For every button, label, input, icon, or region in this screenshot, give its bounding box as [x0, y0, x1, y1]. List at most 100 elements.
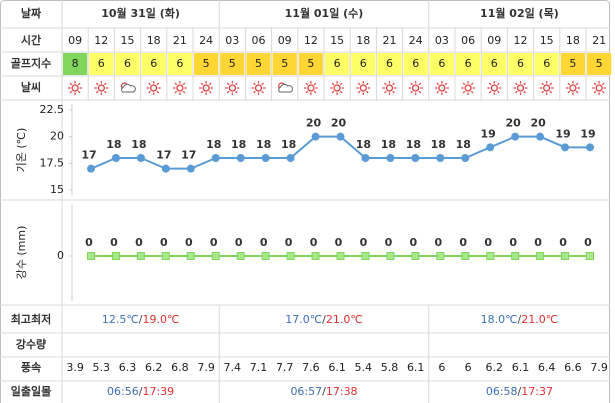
data-point [561, 143, 570, 152]
data-label: 19 [555, 127, 570, 140]
icon-sun [412, 84, 420, 92]
golf-index-cell [141, 53, 166, 75]
time-cell: 18 [356, 34, 370, 47]
icon-ray [601, 82, 605, 86]
icon-ray [470, 82, 474, 86]
wind-cell: 6.2 [486, 361, 504, 374]
icon-cloud [121, 83, 136, 93]
icon-ray [444, 82, 448, 86]
data-point [136, 154, 145, 162]
icon-ray [253, 82, 256, 86]
date-header: 10월 31일 (화) [101, 6, 180, 20]
golf-index-cell [403, 53, 428, 75]
data-label: 0 [210, 236, 218, 249]
data-label: 18 [281, 138, 296, 151]
time-cell: 24 [199, 34, 213, 47]
icon-ray [174, 82, 178, 86]
icon-ray [366, 90, 369, 94]
data-point [211, 252, 220, 260]
data-label: 0 [135, 236, 143, 249]
high_low-part: 17.0℃ [285, 313, 322, 326]
data-point [136, 252, 145, 260]
golf-index-value: 8 [72, 57, 79, 70]
weather-icon [487, 81, 502, 95]
data-point [111, 252, 120, 260]
weather-icon [199, 81, 214, 95]
data-label: 20 [331, 117, 347, 130]
data-point [161, 252, 170, 260]
golf-index-value: 6 [517, 57, 524, 70]
icon-ray [69, 82, 73, 86]
icon-ray [462, 82, 466, 86]
wind-cell: 7.4 [224, 361, 242, 374]
row-label: 풍속 [21, 361, 41, 374]
time-cell: 09 [68, 34, 82, 47]
data-point [386, 154, 395, 162]
golf-index-value: 5 [307, 57, 314, 70]
wind-cell: 6.2 [145, 361, 163, 374]
data-label: 19 [580, 127, 595, 140]
golf-index-cell [534, 53, 559, 75]
row-label: 날씨 [21, 80, 41, 94]
icon-ray [444, 90, 448, 94]
icon-sun [150, 84, 158, 92]
data-point [411, 252, 420, 260]
icon-ray [69, 90, 73, 94]
time-cell: 03 [225, 34, 239, 47]
weather-icon [513, 81, 528, 95]
icon-sun [333, 84, 341, 92]
golf-index-value: 6 [98, 57, 105, 70]
golf-index-cell [220, 53, 245, 75]
data-point [236, 154, 245, 162]
icon-ray [523, 90, 526, 94]
golf-index-value: 5 [229, 57, 236, 70]
wind-cell: 6.1 [328, 361, 346, 374]
icon-ray [357, 90, 361, 94]
sun-part: 06:56 [107, 385, 139, 398]
icon-ray [392, 90, 395, 94]
time-cell: 15 [330, 34, 344, 47]
data-label: 18 [206, 138, 221, 151]
golf-index-cell [272, 53, 297, 75]
weather-icon [434, 81, 449, 95]
golf-index-cell [508, 53, 533, 75]
icon-sun [516, 84, 525, 92]
icon-ray [488, 82, 492, 86]
golf-index-value: 6 [176, 57, 183, 70]
data-point [436, 252, 445, 260]
icon-ray [174, 90, 178, 94]
icon-ray [541, 90, 544, 94]
icon-ray [601, 90, 605, 94]
weather-icon [539, 81, 554, 95]
icon-ray [549, 90, 553, 94]
time-cell: 12 [304, 34, 318, 47]
high_low-part: 12.5℃ [102, 313, 139, 326]
golf-index-cell [246, 53, 271, 75]
icon-ray [95, 82, 99, 86]
data-label: 18 [131, 138, 146, 151]
high_low-part: 21.0℃ [521, 313, 558, 326]
y-tick-label: 20 [50, 130, 64, 143]
wind-cell: 6.4 [538, 361, 556, 374]
data-label: 18 [106, 138, 121, 151]
data-label: 0 [160, 236, 168, 249]
icon-ray [331, 82, 335, 86]
icon-ray [148, 82, 151, 86]
y-tick-label: 0 [57, 249, 64, 262]
icon-ray [470, 90, 474, 94]
sun-part: 17:37 [521, 385, 553, 398]
wind-cell: 7.7 [276, 361, 294, 374]
data-point [586, 252, 594, 260]
data-point [461, 154, 470, 162]
icon-ray [77, 82, 81, 86]
sun-part: 06:57 [290, 385, 322, 398]
time-cell: 09 [487, 34, 501, 47]
wind-cell: 6 [465, 361, 472, 374]
icon-ray [357, 82, 361, 86]
weather-icon [172, 81, 187, 95]
wind-cell: 6.6 [564, 361, 582, 374]
data-point [111, 154, 120, 162]
data-point [236, 252, 245, 260]
wind-cell: 5.8 [381, 361, 399, 374]
icon-ray [182, 82, 186, 86]
